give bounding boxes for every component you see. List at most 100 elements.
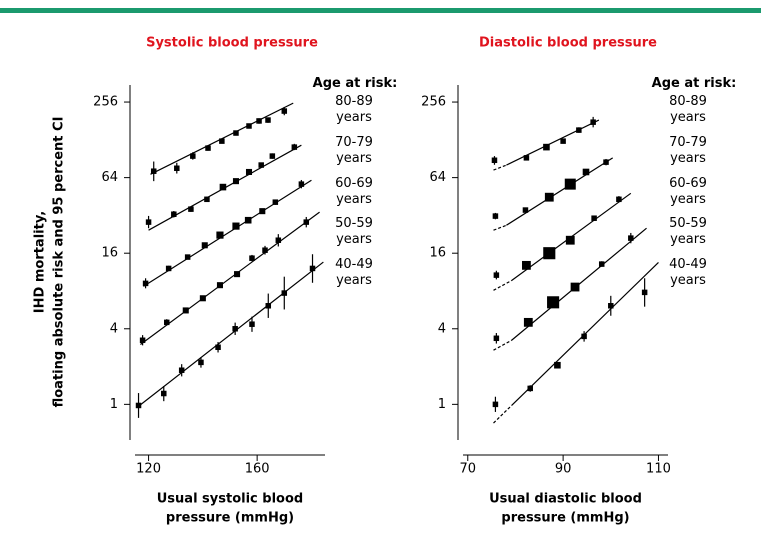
series-label: 40-49 years bbox=[335, 257, 373, 289]
fit-line bbox=[506, 119, 600, 166]
series-label: 60-69 years bbox=[335, 175, 373, 207]
x-axis-label: Usual diastolic blood bbox=[489, 492, 642, 507]
series-label: 70-79 years bbox=[335, 134, 373, 166]
point bbox=[603, 159, 609, 165]
point bbox=[581, 333, 587, 340]
point bbox=[281, 108, 288, 114]
point bbox=[492, 213, 499, 219]
point bbox=[628, 235, 634, 241]
point bbox=[554, 361, 561, 369]
y-axis-label: IHD mortality, bbox=[33, 211, 48, 313]
point bbox=[245, 168, 253, 175]
point bbox=[543, 247, 556, 260]
point bbox=[527, 385, 533, 392]
point bbox=[564, 178, 576, 190]
legend-title: Age at risk: bbox=[651, 76, 737, 91]
point bbox=[184, 254, 191, 260]
point bbox=[608, 303, 614, 309]
y-tick-label: 64 bbox=[101, 170, 118, 185]
y-axis-label: floating absolute risk and 95 percent CI bbox=[52, 117, 67, 408]
fit-line bbox=[493, 224, 507, 231]
point bbox=[232, 222, 240, 230]
point bbox=[560, 138, 566, 144]
point bbox=[616, 196, 622, 203]
point bbox=[493, 335, 500, 342]
point bbox=[523, 317, 533, 327]
series-label: 70-79 years bbox=[669, 134, 707, 166]
x-tick-label: 120 bbox=[136, 462, 161, 477]
panel-title: Diastolic blood pressure bbox=[479, 36, 657, 51]
fit-line bbox=[140, 211, 320, 345]
point bbox=[492, 401, 499, 408]
point bbox=[576, 127, 582, 133]
point bbox=[582, 168, 590, 176]
y-tick-label: 4 bbox=[438, 321, 446, 336]
point bbox=[309, 265, 316, 272]
point bbox=[491, 157, 498, 164]
panel-title: Systolic blood pressure bbox=[146, 36, 318, 51]
point bbox=[145, 219, 152, 225]
point bbox=[233, 130, 239, 136]
point bbox=[641, 289, 648, 296]
fit-line bbox=[506, 157, 614, 226]
point bbox=[291, 144, 298, 150]
point bbox=[139, 337, 146, 344]
point bbox=[244, 216, 252, 224]
point bbox=[522, 260, 531, 270]
point bbox=[142, 280, 149, 287]
fit-line bbox=[143, 179, 312, 287]
point bbox=[246, 123, 252, 129]
point bbox=[232, 326, 238, 332]
x-tick-label: 70 bbox=[459, 462, 476, 477]
point bbox=[259, 208, 266, 215]
point bbox=[275, 237, 282, 243]
y-tick-label: 256 bbox=[93, 95, 118, 110]
point bbox=[164, 319, 170, 326]
x-axis-label: Usual systolic blood bbox=[157, 492, 303, 507]
point bbox=[590, 119, 596, 125]
point bbox=[216, 231, 224, 239]
point bbox=[544, 192, 554, 202]
point bbox=[265, 117, 271, 123]
point bbox=[215, 344, 221, 351]
legend-title: Age at risk: bbox=[312, 76, 398, 91]
point bbox=[204, 196, 210, 203]
point bbox=[174, 165, 180, 172]
series-label: 60-69 years bbox=[669, 175, 707, 207]
point bbox=[199, 295, 206, 302]
point bbox=[547, 296, 560, 309]
point bbox=[249, 321, 255, 327]
point bbox=[543, 143, 550, 151]
point bbox=[565, 235, 575, 245]
fit-line bbox=[493, 339, 512, 351]
point bbox=[178, 367, 185, 373]
point bbox=[165, 265, 172, 272]
point bbox=[598, 261, 605, 267]
point bbox=[522, 207, 529, 213]
point bbox=[188, 206, 194, 212]
point bbox=[171, 211, 177, 217]
series-label: 80-89 years bbox=[669, 94, 707, 125]
series-label: 40-49 years bbox=[669, 257, 707, 289]
y-tick-label: 1 bbox=[438, 397, 446, 412]
point bbox=[150, 168, 157, 174]
point bbox=[303, 219, 310, 225]
point bbox=[256, 118, 262, 124]
point bbox=[219, 183, 227, 191]
point bbox=[234, 271, 241, 278]
point bbox=[249, 255, 255, 261]
point bbox=[570, 282, 580, 292]
point bbox=[272, 199, 279, 205]
point bbox=[216, 282, 223, 289]
fit-line bbox=[493, 279, 512, 291]
fit-line bbox=[137, 261, 324, 408]
y-tick-label: 16 bbox=[101, 246, 118, 261]
x-tick-label: 110 bbox=[646, 462, 671, 477]
series-label: 80-89 years bbox=[335, 94, 373, 125]
point bbox=[523, 155, 530, 161]
y-tick-label: 256 bbox=[421, 95, 446, 110]
series-label: 50-59 years bbox=[669, 216, 707, 248]
point bbox=[161, 390, 167, 397]
